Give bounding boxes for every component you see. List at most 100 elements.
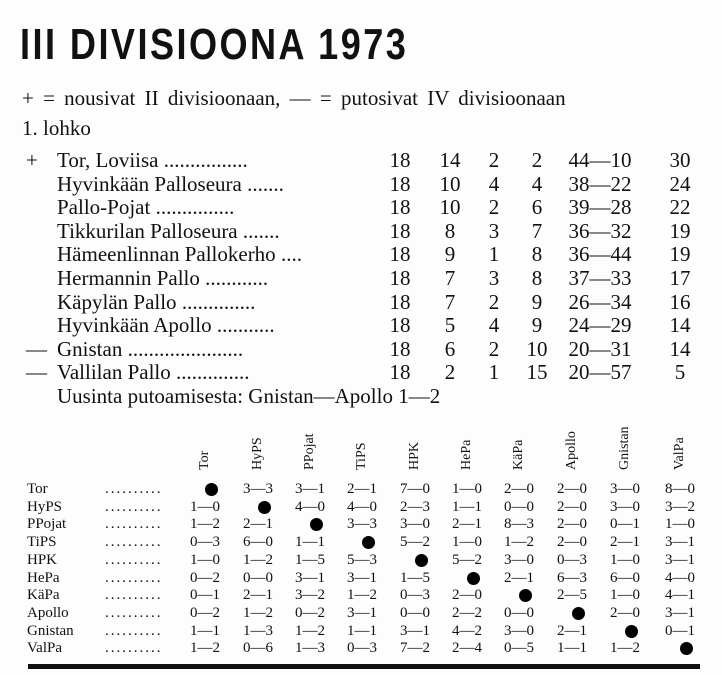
points: 14 — [669, 313, 691, 338]
stat-d: 2 — [488, 148, 500, 172]
match-result: 1—2 — [295, 622, 325, 639]
legend-text: + = nousivat II divisioonaan, — = putosi… — [22, 86, 566, 110]
team-name-text: Gnistan — [57, 336, 123, 361]
leader-dots: ............ — [205, 266, 269, 290]
stat-w: 5 — [444, 313, 456, 338]
match-result: 2—0 — [610, 604, 640, 621]
column-header: PPojat — [302, 433, 317, 470]
goals: 36—32 — [568, 218, 632, 243]
leader-dots: .... — [280, 242, 302, 267]
leader-dots: ................ — [163, 148, 248, 172]
points: 19 — [669, 242, 691, 267]
stat-l: 2 — [531, 148, 543, 172]
stat-d: 1 — [488, 360, 500, 385]
stat-w: 9 — [444, 242, 456, 267]
match-result: 3—0 — [610, 481, 640, 497]
match-result: 1—2 — [347, 587, 377, 604]
team-name-text: Tor, Loviisa — [57, 148, 159, 172]
leader-dots: .............. — [181, 289, 256, 314]
match-result: 3—1 — [295, 569, 325, 586]
stat-w: 2 — [444, 360, 456, 385]
stat-d: 4 — [488, 313, 500, 338]
column-header: HePa — [459, 439, 474, 470]
match-result: 4—2 — [452, 622, 482, 639]
match-result: 7—0 — [400, 481, 430, 497]
stat-p: 18 — [389, 289, 411, 314]
match-result: 3—1 — [665, 534, 695, 551]
stat-w: 6 — [444, 336, 456, 361]
stat-l: 6 — [531, 195, 543, 220]
stat-p: 18 — [389, 218, 411, 243]
stat-l: 9 — [531, 289, 543, 314]
stat-w: 14 — [439, 148, 461, 172]
team-name-text: Hyvinkään Apollo — [57, 313, 212, 338]
match-result: 3—2 — [665, 498, 695, 515]
column-header: Apollo — [564, 431, 579, 470]
match-result: 1—1 — [190, 622, 220, 639]
match-result: 0—1 — [190, 587, 220, 604]
points: 17 — [669, 266, 691, 290]
leader-dots: .......... — [105, 604, 163, 621]
stat-l: 8 — [531, 242, 543, 267]
match-result: 8—0 — [665, 481, 695, 497]
match-result: 1—0 — [610, 551, 640, 568]
leader-dots: .......... — [105, 551, 163, 568]
team-name: Pallo-Pojat ............... — [57, 195, 234, 220]
points: 24 — [669, 171, 691, 196]
match-result: 2—4 — [452, 640, 482, 657]
column-header: TiPS — [354, 442, 369, 470]
points: 14 — [669, 336, 691, 361]
match-result: 3—3 — [243, 481, 273, 497]
stat-d: 2 — [488, 289, 500, 314]
match-result: 3—0 — [610, 498, 640, 515]
stat-l: 8 — [531, 266, 543, 290]
team-name-text: Käpylän Pallo — [57, 289, 177, 314]
team-name-text: Hyvinkään Palloseura — [57, 171, 242, 196]
stat-d: 2 — [488, 195, 500, 220]
team-name-text: Vallilan Pallo — [57, 360, 171, 385]
group-heading: 1. lohko — [22, 116, 91, 140]
match-result: 4—0 — [665, 569, 695, 586]
goals: 20—31 — [568, 336, 632, 361]
stat-p: 18 — [389, 195, 411, 220]
team-name: Tor, Loviisa ................ — [57, 148, 248, 173]
match-result: 0—2 — [295, 604, 325, 621]
goals: 36—44 — [568, 242, 632, 267]
points: 16 — [669, 289, 691, 314]
stat-w: 7 — [444, 289, 456, 314]
row-team: HyPS — [27, 498, 63, 515]
match-result: 2—1 — [347, 481, 377, 497]
match-result: 1—1 — [347, 622, 377, 639]
match-result: 2—1 — [557, 622, 587, 639]
match-result: 3—1 — [665, 551, 695, 568]
match-result: 4—0 — [347, 498, 377, 515]
filled-circle-icon — [572, 606, 585, 620]
column-header: KäPa — [511, 439, 526, 470]
match-result: 0—2 — [190, 569, 220, 586]
row-team: TiPS — [27, 534, 57, 551]
filled-circle-icon — [519, 589, 532, 603]
match-result: 2—1 — [243, 587, 273, 604]
match-result: 2—5 — [557, 587, 587, 604]
match-result: 1—1 — [452, 498, 482, 515]
match-result: 1—0 — [610, 587, 640, 604]
filled-circle-icon — [205, 483, 218, 496]
team-name: Vallilan Pallo .............. — [57, 360, 250, 385]
stat-p: 18 — [389, 266, 411, 290]
match-result: 1—0 — [665, 516, 695, 533]
goals: 38—22 — [568, 171, 632, 196]
team-name: Gnistan ...................... — [57, 337, 243, 362]
match-result: 6—0 — [243, 534, 273, 551]
leader-dots: .......... — [105, 640, 163, 657]
match-result: 0—5 — [504, 640, 534, 657]
stat-d: 3 — [488, 218, 500, 243]
stat-l: 4 — [531, 171, 543, 196]
team-name: Käpylän Pallo .............. — [57, 290, 255, 315]
team-name: Tikkurilan Palloseura ....... — [57, 219, 280, 244]
match-result: 6—3 — [557, 569, 587, 586]
match-result: 3—1 — [295, 481, 325, 497]
match-result: 0—3 — [347, 640, 377, 657]
column-header: Tor — [197, 450, 212, 470]
match-result: 0—0 — [400, 604, 430, 621]
match-result: 2—0 — [557, 498, 587, 515]
